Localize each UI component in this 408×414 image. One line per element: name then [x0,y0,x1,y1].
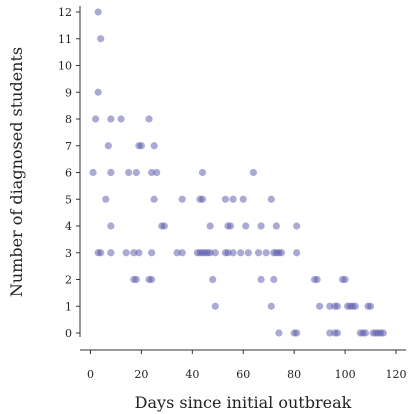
data-point [229,249,237,257]
data-point [148,168,156,177]
data-point [198,168,207,177]
y-tick-label: 3 [65,247,72,260]
data-point [275,329,283,337]
data-point [206,249,214,257]
y-tick-label: 1 [65,300,72,313]
x-axis-title: Days since initial outbreak [135,393,352,412]
data-point [178,249,186,257]
data-point [178,195,186,203]
data-point [326,329,334,337]
x-tick-label: 40 [185,368,199,381]
data-point [122,249,130,257]
data-point [107,222,115,230]
data-point [333,302,342,310]
y-tick-label: 8 [65,113,72,126]
data-point [125,168,133,177]
data-point [257,275,265,284]
y-tick-label: 10 [58,60,72,73]
data-point [326,302,334,310]
data-point [242,222,250,230]
data-point [270,275,278,284]
data-point [107,168,115,177]
data-point [89,168,97,177]
data-point [97,249,105,257]
data-point [224,249,232,257]
data-point [117,115,125,123]
x-tick-label: 60 [236,368,250,381]
data-point [221,195,230,203]
y-tick-label: 2 [65,274,72,287]
y-tick-label: 9 [65,86,72,99]
data-point [379,329,387,337]
x-tick-label: 100 [335,368,356,381]
data-point [237,249,245,257]
data-point [267,302,275,310]
data-point [361,329,370,337]
plot-frame [79,6,406,351]
data-point [150,142,158,150]
y-tick-label: 0 [65,327,72,340]
data-point [130,249,138,257]
data-point [229,195,237,203]
data-point [153,168,161,177]
data-point [226,222,235,230]
data-point [107,249,115,257]
y-tick-label: 12 [58,6,72,19]
x-tick-label: 80 [287,368,301,381]
data-point [316,302,324,310]
data-point [313,275,321,284]
data-point [132,275,140,284]
data-point [254,249,263,257]
data-point [341,275,349,284]
data-point [102,195,110,203]
data-point [211,302,219,310]
y-tick-label: 5 [65,193,72,206]
data-point [173,249,181,257]
data-point [94,88,102,96]
data-point [160,222,168,230]
data-point [107,115,115,123]
data-point [244,249,252,257]
data-point [137,142,146,150]
data-point [239,195,247,203]
data-point [148,249,156,257]
data-point [198,195,207,203]
data-point [267,195,275,203]
data-point [94,8,102,16]
data-point [351,302,359,310]
y-axis-title: Number of diagnosed students [7,47,26,297]
data-point [97,35,105,43]
y-tick-label: 7 [65,140,72,153]
y-tick-label: 11 [58,33,72,46]
data-point [148,275,156,284]
data-point [262,249,270,257]
x-tick-label: 120 [386,368,407,381]
data-point [209,275,217,284]
x-tick-label: 20 [134,368,148,381]
data-point [249,168,258,177]
data-point [145,115,153,123]
data-points [89,8,387,337]
data-point [211,249,219,257]
data-point [293,329,301,337]
data-point [150,195,158,203]
data-point [333,329,342,337]
y-tick-label: 4 [65,220,72,233]
x-axis-ticks: 0 20 40 60 80 100 120 [87,350,407,381]
data-point [366,302,375,310]
data-point [135,249,143,257]
data-point [91,115,100,123]
data-point [104,142,112,150]
data-point [293,222,301,230]
data-point [132,168,140,177]
data-point [257,222,265,230]
data-point [293,249,301,257]
data-point [272,222,280,230]
data-point [206,222,214,230]
x-tick-label: 0 [87,368,94,381]
data-point [277,249,286,257]
y-tick-label: 6 [65,167,72,180]
